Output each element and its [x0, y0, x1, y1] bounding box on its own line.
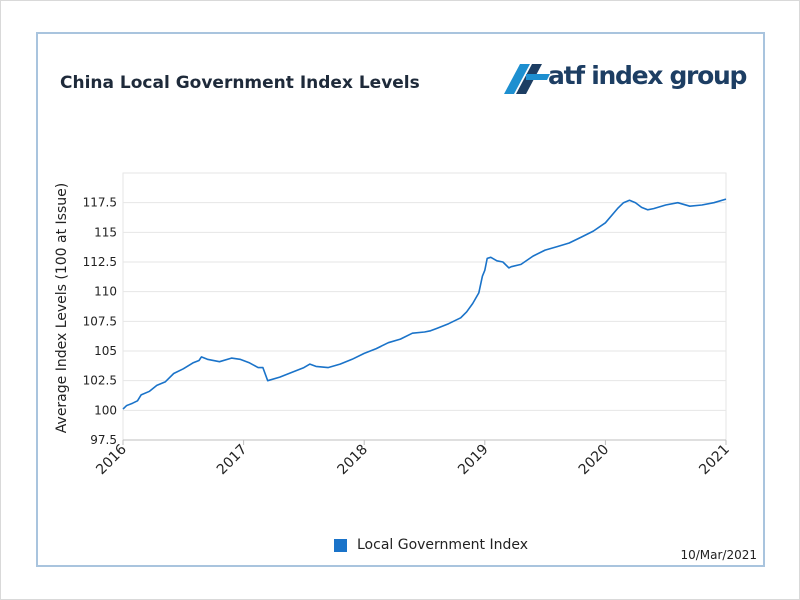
y-tick-label: 110	[94, 285, 117, 299]
legend-swatch	[334, 538, 347, 552]
plot-area	[122, 172, 727, 441]
y-tick-label: 115	[94, 225, 117, 239]
x-tick-label: 2019	[455, 442, 492, 479]
atf-logo-icon	[504, 64, 550, 94]
y-tick-label: 97.5	[90, 433, 117, 447]
x-tick-label: 2018	[335, 442, 372, 479]
y-tick-label: 117.5	[83, 196, 117, 210]
y-tick-label: 107.5	[83, 314, 117, 328]
legend-label: Local Government Index	[357, 537, 529, 553]
logo-text: atf index group	[548, 61, 747, 90]
x-tick-label: 2021	[696, 442, 733, 479]
y-tick-label: 105	[94, 344, 117, 358]
series-line-local-government-index	[122, 198, 727, 410]
x-tick-label: 2020	[576, 442, 613, 479]
y-axis-label: Average Index Levels (100 at Issue)	[54, 182, 70, 434]
legend: Local Government Index	[334, 537, 528, 553]
y-tick-label: 100	[94, 403, 117, 417]
chart-frame	[36, 32, 765, 567]
chart-title: China Local Government Index Levels	[60, 73, 420, 93]
date-stamp: 10/Mar/2021	[680, 548, 757, 562]
y-tick-label: 112.5	[83, 255, 117, 269]
x-tick-label: 2017	[214, 442, 251, 479]
y-tick-label: 102.5	[83, 374, 117, 388]
